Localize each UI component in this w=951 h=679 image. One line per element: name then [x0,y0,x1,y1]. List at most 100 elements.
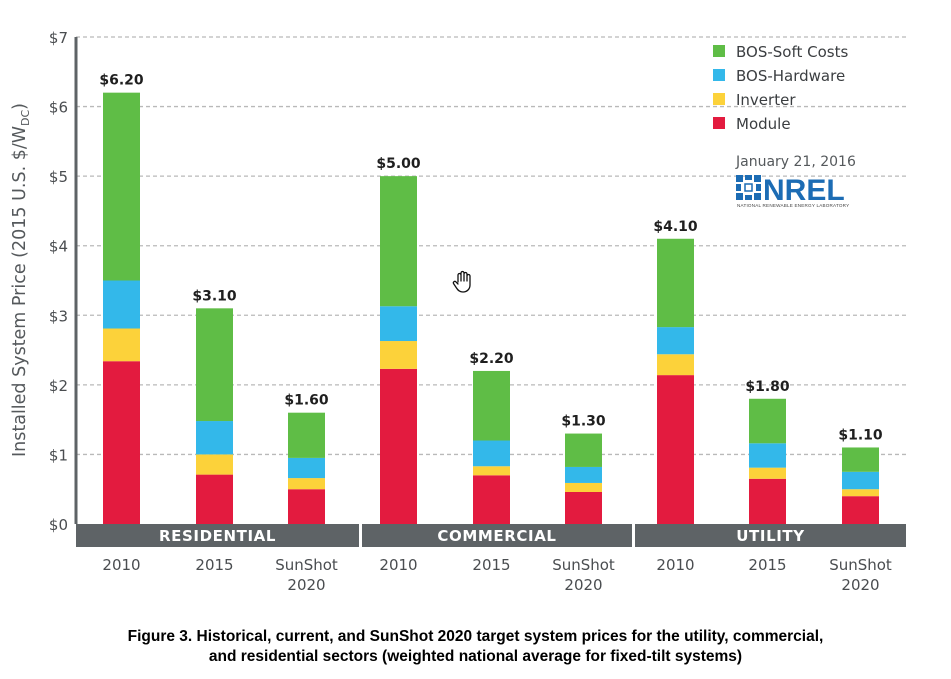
bar-segment-module [749,478,786,524]
nrel-subtext: NATIONAL RENEWABLE ENERGY LABORATORY [737,203,849,208]
legend-swatch [713,93,725,105]
bar-segment-bos-hardware [473,440,510,467]
legend-label: BOS-Hardware [736,67,845,85]
category-label: SunShot [829,556,892,574]
bar-segment-module [380,368,417,524]
bar-stack [288,412,325,524]
category-label: SunShot [275,556,338,574]
y-tick-label: $4 [49,238,68,256]
bar-segment-bos-soft-costs [288,412,325,458]
bar-stack [103,92,140,524]
bar-segment-inverter [565,482,602,492]
legend-label: Inverter [736,91,796,109]
bar-total-label: $1.10 [838,427,883,443]
y-tick-label: $5 [49,168,68,186]
y-tick-label: $6 [49,99,68,117]
bar-segment-bos-hardware [103,280,140,329]
legend-swatch [713,69,725,81]
bar-total-label: $5.00 [376,156,421,172]
category-label: 2010 [656,556,694,574]
legend-item: Inverter [713,91,796,109]
bar-segment-bos-hardware [842,471,879,490]
caption-line-1: Figure 3. Historical, current, and SunSh… [127,628,824,645]
y-tick-label: $7 [49,29,68,47]
bar-segment-bos-hardware [288,457,325,479]
bar-segment-bos-hardware [565,466,602,483]
category-label: 2015 [472,556,510,574]
legend-label: Module [736,115,791,133]
hand-grab-cursor-icon [452,270,471,293]
bar-stack [565,433,602,524]
legend-item: Module [713,115,791,133]
stacked-bar-chart: $0 $1 $2 $3 $4 $5 $6 $7 Installed System Price … [10,29,906,594]
group-label: COMMERCIAL [437,527,556,545]
bar-segment-inverter [380,341,417,369]
bar-segment-module [657,375,694,524]
y-tick-label: $0 [49,516,68,534]
bar-segment-module [565,491,602,524]
bar-segment-inverter [657,354,694,376]
bar-segment-bos-soft-costs [473,370,510,441]
date-annotation: January 21, 2016 [735,154,856,170]
category-label: 2010 [379,556,417,574]
group-bands: RESIDENTIAL COMMERCIAL UTILITY [76,524,906,547]
bar-segment-inverter [196,454,233,475]
bar-stack [842,447,879,524]
bar-segment-inverter [288,478,325,490]
bar-stack [473,370,510,524]
bar-segment-bos-soft-costs [657,238,694,328]
bar-stack [749,398,786,524]
y-tick-label: $2 [49,377,68,395]
bar-total-label: $4.10 [653,219,698,235]
total-value-labels: $6.20 $3.10 $1.60 $5.00 $2.20 $1.30 $4.10 $1.80… [99,73,883,444]
bar-total-label: $2.20 [469,351,514,367]
category-label: SunShot [552,556,615,574]
category-label: 2020 [287,576,325,594]
category-labels: 2010 2015 SunShot 2020 2010 2015 SunShot 2020 20… [102,556,892,594]
y-axis-title-main: Installed System Price (2015 U.S. $/W [10,126,30,457]
category-label: 2015 [195,556,233,574]
category-label: 2020 [841,576,879,594]
bar-segment-inverter [842,489,879,497]
caption-line-2: and residential sectors (weighted nation… [208,648,743,665]
bar-segment-module [288,489,325,524]
bar-total-label: $3.10 [192,288,237,304]
bar-total-label: $6.20 [99,73,144,89]
legend: BOS-Soft Costs BOS-Hardware Inverter Module [713,43,848,133]
bar-segment-inverter [103,328,140,362]
bars [103,92,879,524]
bar-segment-module [473,475,510,524]
bar-segment-bos-soft-costs [103,92,140,281]
bar-stack [657,238,694,524]
bar-segment-bos-hardware [657,327,694,355]
bar-segment-inverter [473,466,510,476]
bar-segment-bos-hardware [380,306,417,342]
y-axis-title-subscript: DC [19,109,32,125]
legend-label: BOS-Soft Costs [736,43,848,61]
y-axis-title: Installed System Price (2015 U.S. $/WDC) [10,103,32,457]
bar-stack [380,176,417,524]
bar-segment-bos-hardware [749,443,786,468]
bar-total-label: $1.80 [745,379,790,395]
nrel-emblem-icon [736,175,761,200]
y-axis-ticks: $0 $1 $2 $3 $4 $5 $6 $7 [49,29,68,534]
bar-segment-bos-soft-costs [196,308,233,422]
group-label: UTILITY [736,527,805,545]
category-label: 2010 [102,556,140,574]
bar-segment-module [842,496,879,524]
bar-segment-bos-soft-costs [565,433,602,467]
category-label: 2015 [748,556,786,574]
bar-stack [196,308,233,524]
y-axis-title-suffix: ) [10,103,30,110]
legend-swatch [713,45,725,57]
legend-swatch [713,117,725,129]
legend-item: BOS-Soft Costs [713,43,848,61]
bar-total-label: $1.60 [284,393,329,409]
bar-total-label: $1.30 [561,414,606,430]
y-tick-label: $1 [49,446,68,464]
group-band [76,524,359,547]
group-label: RESIDENTIAL [159,527,276,545]
group-band [635,524,906,547]
nrel-logo: NREL NATIONAL RENEWABLE ENERGY LABORATOR… [736,174,849,208]
legend-item: BOS-Hardware [713,67,845,85]
